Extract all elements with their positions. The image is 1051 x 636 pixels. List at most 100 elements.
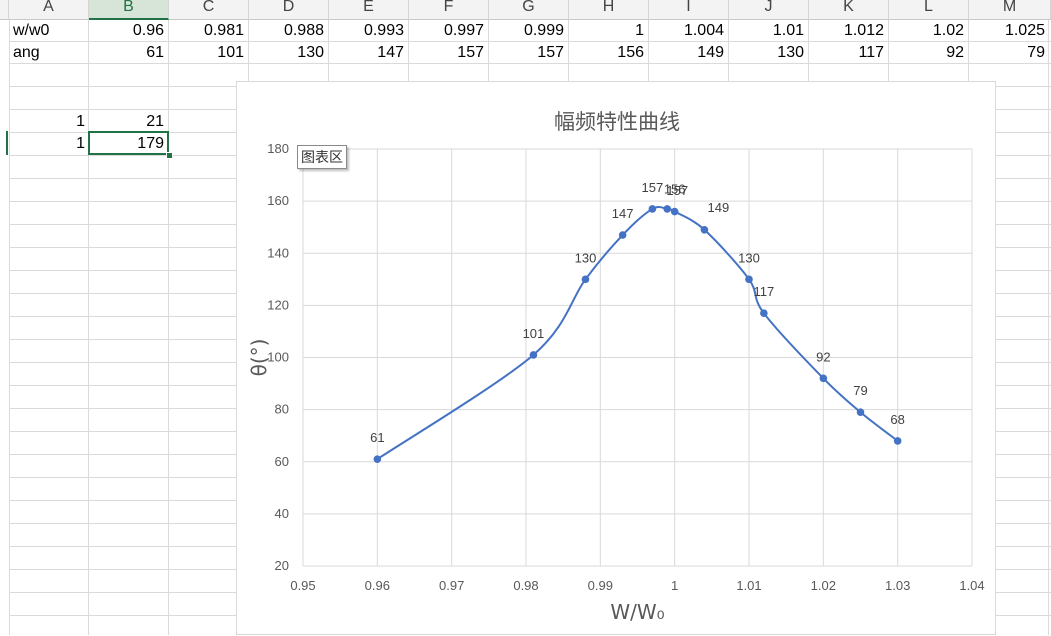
select-all-corner[interactable] [0, 0, 9, 20]
x-tick-label: 0.99 [588, 578, 613, 593]
x-tick-label: 0.95 [290, 578, 315, 593]
cell-e2[interactable]: 147 [377, 44, 404, 61]
data-point [648, 205, 657, 213]
data-label: 61 [370, 430, 384, 445]
column-header-c[interactable]: C [169, 0, 249, 20]
column-header-m[interactable]: M [969, 0, 1051, 20]
y-tick-label: 100 [267, 350, 289, 365]
cell-i2[interactable]: 149 [697, 44, 724, 61]
x-tick-label: 0.97 [439, 578, 464, 593]
chart-title[interactable]: 幅频特性曲线 [554, 110, 680, 134]
y-tick-label: 40 [275, 506, 289, 521]
column-header-f[interactable]: F [409, 0, 489, 20]
cell-d1[interactable]: 0.988 [283, 22, 324, 39]
data-point [581, 275, 590, 284]
data-point [819, 374, 828, 383]
cell-f1[interactable]: 0.997 [443, 22, 484, 39]
x-axis-label: W/W₀ [610, 600, 664, 624]
y-axis-label: θ(°) [247, 339, 271, 377]
chart-area[interactable]: 20 40 60 80 100 120 140 160 180 0.95 0.96 0.97 0.98 0… [236, 81, 996, 635]
data-label: 130 [738, 250, 760, 265]
cell-g1[interactable]: 0.999 [523, 22, 564, 39]
chart-area-tooltip: 图表区 [297, 145, 347, 169]
y-tick-label: 180 [267, 141, 289, 156]
cell-h1[interactable]: 1 [635, 22, 644, 39]
column-header-l[interactable]: L [889, 0, 969, 20]
x-tick-label: 0.98 [513, 578, 538, 593]
data-point [856, 408, 865, 417]
cell-l2[interactable]: 92 [946, 44, 964, 61]
cell-h2[interactable]: 156 [617, 44, 644, 61]
data-point [670, 207, 679, 216]
cell-m1[interactable]: 1.025 [1004, 22, 1045, 39]
cell-d2[interactable]: 130 [297, 44, 324, 61]
cell-j1[interactable]: 1.01 [772, 22, 804, 39]
column-header-k[interactable]: K [809, 0, 889, 20]
cell-e1[interactable]: 0.993 [363, 22, 404, 39]
x-tick-label: 0.96 [365, 578, 390, 593]
x-tick-label: 1.01 [736, 578, 761, 593]
data-label: 92 [816, 349, 830, 364]
y-tick-label: 60 [275, 454, 289, 469]
column-header-e[interactable]: E [329, 0, 409, 20]
data-point [663, 205, 672, 213]
x-tick-label: 1.02 [811, 578, 836, 593]
cell-a6[interactable]: 1 [76, 135, 85, 152]
cell-l1[interactable]: 1.02 [932, 22, 964, 39]
y-tick-label: 20 [275, 558, 289, 573]
series-line [376, 206, 899, 460]
data-point [700, 225, 709, 234]
cell-b6[interactable]: 179 [137, 135, 164, 152]
data-point [618, 231, 627, 239]
chart-svg: 20 40 60 80 100 120 140 160 180 0.95 0.96 0.97 0.98 0… [247, 141, 985, 624]
fill-handle[interactable] [166, 152, 173, 159]
cell-a1[interactable]: w/w0 [13, 22, 50, 39]
cell-a5[interactable]: 1 [76, 113, 85, 130]
data-point [529, 351, 538, 359]
cell-a2[interactable]: ang [13, 44, 40, 61]
data-label: 157 [666, 183, 688, 198]
active-row-marker [6, 131, 8, 155]
column-header-j[interactable]: J [729, 0, 809, 20]
data-label: 79 [853, 383, 867, 398]
x-tick-label: 1 [671, 578, 678, 593]
active-cell-border [88, 131, 169, 155]
data-label: 156 [664, 182, 686, 197]
data-label: 147 [612, 206, 634, 221]
column-header-g[interactable]: G [489, 0, 569, 20]
data-point [745, 275, 753, 284]
column-header-h[interactable]: H [569, 0, 649, 20]
x-tick-label: 1.04 [959, 578, 984, 593]
column-header-a[interactable]: A [9, 0, 89, 20]
x-tick-label: 1.03 [885, 578, 910, 593]
cell-b5[interactable]: 21 [146, 113, 164, 130]
cell-c2[interactable]: 101 [217, 44, 244, 61]
data-label: 117 [753, 284, 774, 299]
column-header-d[interactable]: D [249, 0, 329, 20]
cell-j2[interactable]: 130 [777, 44, 804, 61]
column-header-b[interactable]: B [89, 0, 169, 20]
column-header-i[interactable]: I [649, 0, 729, 20]
cell-g2[interactable]: 157 [537, 44, 564, 61]
y-tick-label: 80 [275, 402, 289, 417]
data-point [373, 455, 382, 463]
data-label: 157 [642, 180, 664, 195]
data-label: 68 [890, 412, 904, 427]
y-tick-label: 160 [267, 193, 289, 208]
y-tick-label: 120 [267, 297, 289, 312]
cell-b1[interactable]: 0.96 [132, 22, 164, 39]
data-label: 130 [575, 250, 597, 265]
cell-i1[interactable]: 1.004 [683, 22, 724, 39]
cell-k2[interactable]: 117 [858, 44, 884, 61]
data-point [893, 437, 902, 445]
y-tick-label: 140 [267, 245, 289, 260]
data-label: 101 [523, 326, 545, 341]
cell-b2[interactable]: 61 [146, 44, 164, 61]
cell-f2[interactable]: 157 [457, 44, 484, 61]
cell-c1[interactable]: 0.981 [203, 22, 244, 39]
data-label: 149 [708, 200, 730, 215]
cell-m2[interactable]: 79 [1027, 44, 1045, 61]
cell-k1[interactable]: 1.012 [843, 22, 884, 39]
data-point [760, 309, 768, 317]
